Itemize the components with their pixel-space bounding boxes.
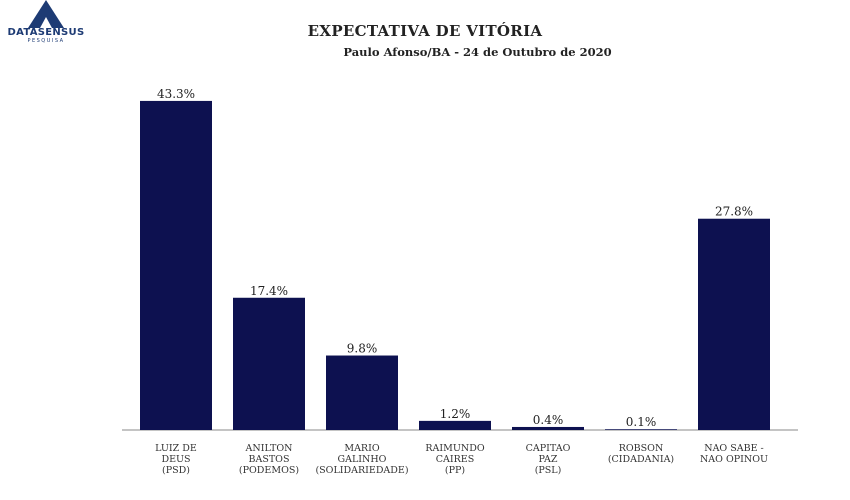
category-label-line: DEUS	[161, 454, 190, 465]
data-label-0: 43.3%	[157, 87, 195, 101]
bar-4	[512, 426, 584, 430]
category-label-5: ROBSON (CIDADANIA)	[608, 443, 674, 465]
bar-0	[140, 100, 212, 431]
category-label-line: CAPITAO	[526, 443, 571, 454]
category-label-3: RAIMUNDO CAIRES (PP)	[425, 443, 484, 476]
category-label-line: MARIO	[344, 443, 379, 454]
bar-2	[326, 355, 398, 430]
category-label-line: (PODEMOS)	[239, 465, 299, 476]
bar-1	[233, 297, 305, 430]
category-label-line: CAIRES	[436, 454, 474, 465]
data-label-4: 0.4%	[533, 413, 564, 427]
data-label-1: 17.4%	[250, 284, 288, 298]
category-label-line: BASTOS	[249, 454, 290, 465]
brand-name: DATASENSUS	[7, 27, 85, 38]
category-label-line: GALINHO	[338, 454, 387, 465]
data-label-6: 27.8%	[715, 205, 753, 219]
category-label-0: LUIZ DE DEUS (PSD)	[155, 443, 197, 476]
datasensus-logo: DATASENSUS PESQUISA	[6, 0, 86, 46]
category-label-line: (PSL)	[535, 465, 562, 476]
category-label-line: (PSD)	[162, 465, 190, 476]
chart-title: EXPECTATIVA DE VITÓRIA	[307, 22, 543, 40]
category-label-2: MARIO GALINHO (SOLIDARIEDADE)	[315, 443, 408, 476]
category-label-line: LUIZ DE	[155, 443, 197, 454]
category-label-4: CAPITAO PAZ (PSL)	[526, 443, 571, 476]
category-label-line: NAO SABE -	[704, 443, 764, 454]
category-label-line: NAO OPINOU	[700, 454, 768, 465]
data-label-2: 9.8%	[347, 342, 378, 356]
category-label-line: PAZ	[539, 454, 558, 465]
data-label-5: 0.1%	[626, 415, 657, 429]
bar-3	[419, 420, 491, 430]
category-label-1: ANILTON BASTOS (PODEMOS)	[239, 443, 299, 476]
category-label-line: (CIDADANIA)	[608, 454, 674, 465]
data-label-3: 1.2%	[440, 407, 471, 421]
category-label-line: ANILTON	[245, 443, 293, 454]
bar-5	[605, 429, 677, 430]
category-label-line: RAIMUNDO	[425, 443, 484, 454]
bar-6	[698, 218, 770, 430]
chart-subtitle: Paulo Afonso/BA - 24 de Outubro de 2020	[343, 45, 612, 59]
category-label-line: ROBSON	[619, 443, 664, 454]
category-label-line: (SOLIDARIEDADE)	[315, 465, 408, 476]
category-label-line: (PP)	[445, 465, 465, 476]
brand-subtitle: PESQUISA	[27, 38, 65, 44]
category-label-6: NAO SABE -NAO OPINOU	[700, 443, 768, 465]
mountain-logo-icon	[28, 0, 64, 28]
